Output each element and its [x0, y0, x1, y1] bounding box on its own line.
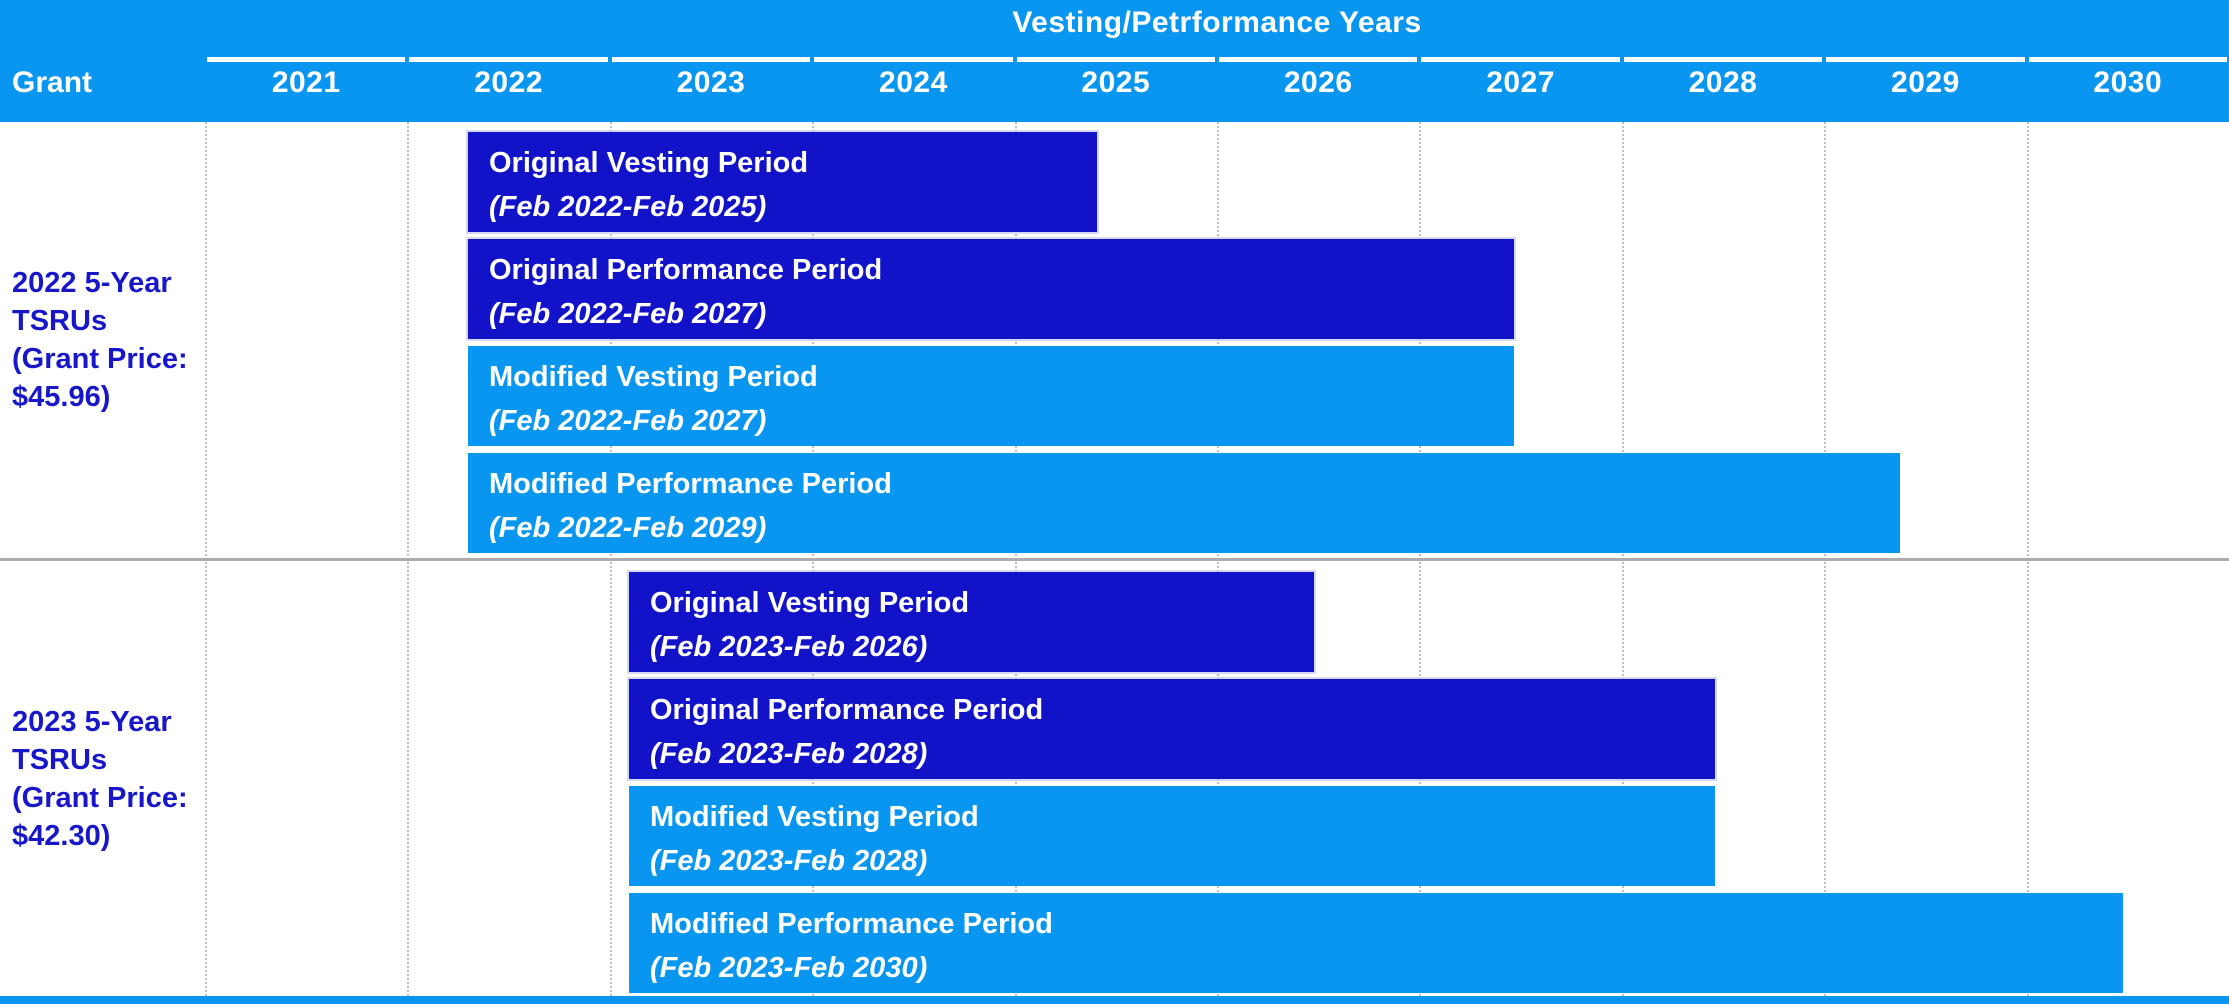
period-bar-original: Original Vesting Period (Feb 2022-Feb 202…: [468, 132, 1097, 232]
grant-label: 2022 5-Year TSRUs (Grant Price: $45.96): [12, 264, 208, 416]
year-label-2023: 2023: [676, 66, 746, 99]
period-name: Modified Vesting Period: [650, 801, 979, 833]
axis-line-segment: [814, 57, 1013, 62]
axis-line-segment: [2028, 57, 2227, 62]
axis-line-segment: [1016, 57, 1215, 62]
year-label-2025: 2025: [1081, 66, 1151, 99]
chart-title: Vesting/Petrformance Years: [1012, 6, 1422, 39]
grant-label-line: (Grant Price:: [12, 343, 188, 375]
plot-area: 2022 5-Year TSRUs (Grant Price: $45.96) Orig…: [0, 122, 2229, 996]
period-dates: (Feb 2023-Feb 2028): [650, 738, 928, 770]
period-dates: (Feb 2023-Feb 2028): [650, 845, 928, 877]
year-label-2021: 2021: [271, 66, 341, 99]
year-label-2024: 2024: [879, 66, 948, 99]
period-bar-original: Original Performance Period (Feb 2022-Feb…: [468, 239, 1514, 339]
grant-label-line: 2023 5-Year: [12, 706, 172, 738]
grant-label-line: TSRUs: [12, 305, 108, 337]
year-label-2029: 2029: [1891, 66, 1960, 99]
grant-label-line: (Grant Price:: [12, 782, 188, 814]
period-name: Modified Performance Period: [489, 468, 892, 500]
group-divider: [0, 558, 2229, 561]
period-name: Original Performance Period: [489, 254, 883, 286]
grant-group-2: 2023 5-Year TSRUs (Grant Price: $42.30) Orig…: [0, 562, 2229, 996]
period-bar-modified: Modified Performance Period (Feb 2022-Feb…: [468, 453, 1900, 553]
axis-line-segment: [1623, 57, 1823, 62]
period-name: Original Vesting Period: [650, 587, 970, 619]
period-name: Modified Performance Period: [650, 908, 1053, 940]
grant-label-line: $42.30): [12, 820, 111, 852]
year-label-2026: 2026: [1283, 66, 1353, 99]
period-bar-original: Original Performance Period (Feb 2023-Feb…: [629, 679, 1715, 779]
period-bar-original: Original Vesting Period (Feb 2023-Feb 202…: [629, 572, 1314, 672]
grant-label-line: TSRUs: [12, 744, 108, 776]
axis-line-segment: [207, 57, 406, 62]
year-label-2027: 2027: [1486, 66, 1555, 99]
period-name: Original Performance Period: [650, 694, 1044, 726]
year-label-2030: 2030: [2093, 66, 2163, 99]
grant-column-header: Grant: [12, 66, 93, 99]
year-label-2028: 2028: [1688, 66, 1758, 99]
period-dates: (Feb 2022-Feb 2027): [489, 298, 767, 330]
grant-label-line: $45.96): [12, 381, 111, 413]
period-dates: (Feb 2022-Feb 2027): [489, 405, 767, 437]
axis-line-segment: [1826, 57, 2025, 62]
bottom-border: [0, 996, 2229, 1004]
period-dates: (Feb 2022-Feb 2025): [489, 191, 767, 223]
period-dates: (Feb 2023-Feb 2030): [650, 952, 928, 984]
grant-label-line: 2022 5-Year: [12, 267, 172, 299]
axis-line-segment: [409, 57, 608, 62]
grant-group-1: 2022 5-Year TSRUs (Grant Price: $45.96) Orig…: [0, 122, 2229, 558]
chart-header: Vesting/Petrformance Years Grant 2021 202…: [0, 0, 2229, 122]
period-name: Modified Vesting Period: [489, 361, 818, 393]
axis-line-segment: [1219, 57, 1418, 62]
period-bar-modified: Modified Performance Period (Feb 2023-Feb…: [629, 893, 2123, 993]
period-bar-modified: Modified Vesting Period (Feb 2022-Feb 202…: [468, 346, 1514, 446]
period-dates: (Feb 2023-Feb 2026): [650, 631, 928, 663]
period-dates: (Feb 2022-Feb 2029): [489, 512, 767, 544]
axis-line-segment: [611, 57, 811, 62]
grant-label: 2023 5-Year TSRUs (Grant Price: $42.30): [12, 703, 208, 855]
year-label-2022: 2022: [474, 66, 543, 99]
axis-line-segment: [1421, 57, 1620, 62]
period-bar-modified: Modified Vesting Period (Feb 2023-Feb 202…: [629, 786, 1715, 886]
period-name: Original Vesting Period: [489, 147, 809, 179]
